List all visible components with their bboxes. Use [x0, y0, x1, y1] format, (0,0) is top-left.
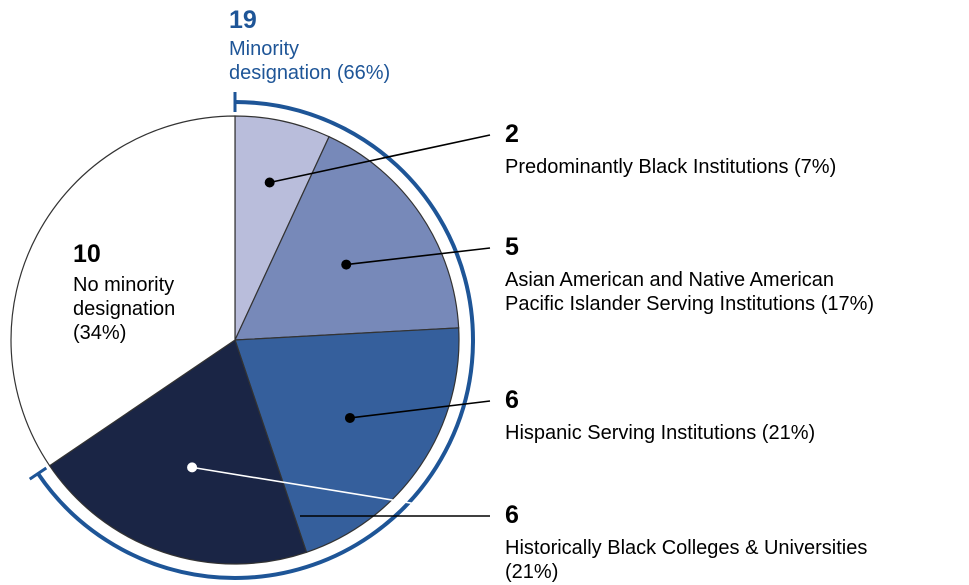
slice-label-line: (34%): [73, 322, 126, 344]
minority-group-bracket: [28, 92, 475, 580]
pie-slices: [10, 115, 460, 565]
slice-label-line: Asian American and Native American: [505, 269, 834, 291]
leader-lines: [187, 134, 491, 517]
group-label-line: Minority: [229, 38, 299, 60]
slice-count-label: 10: [73, 240, 101, 268]
slice-label-line: (21%): [505, 561, 558, 583]
group-label-line: designation (66%): [229, 62, 390, 84]
slice-label-line: Hispanic Serving Institutions (21%): [505, 422, 815, 444]
slice-label-line: Historically Black Colleges & Universiti…: [505, 537, 867, 559]
group-arc-end-tick: [28, 466, 48, 481]
leader-dot: [344, 412, 355, 423]
slice-count-label: 2: [505, 120, 519, 148]
leader-dot: [341, 259, 352, 270]
leader-line: [346, 247, 491, 266]
leader-line: [269, 134, 491, 184]
leader-dot: [264, 177, 275, 188]
slice-count-label: 6: [505, 386, 519, 414]
pie-slice-asian-american-and-native-american-pacific-islander-serving-institutions: [234, 135, 460, 341]
slice-label-line: designation: [73, 298, 175, 320]
pie-slice-historically-black-colleges-universities: [48, 339, 308, 565]
pie-slice-no-minority-designation: [10, 115, 236, 467]
leader-dot: [187, 462, 198, 473]
group-count-label: 19: [229, 6, 257, 34]
slice-count-label: 5: [505, 233, 519, 261]
slice-label-line: Predominantly Black Institutions (7%): [505, 156, 836, 178]
leader-line: [191, 466, 491, 517]
slice-label-line: Pacific Islander Serving Institutions (1…: [505, 293, 874, 315]
minority-group-arc: [36, 100, 475, 580]
slice-label-line: No minority: [73, 274, 174, 296]
slice-count-label: 6: [505, 501, 519, 529]
leader-line: [349, 400, 491, 419]
pie-slice-hispanic-serving-institutions: [234, 327, 460, 554]
